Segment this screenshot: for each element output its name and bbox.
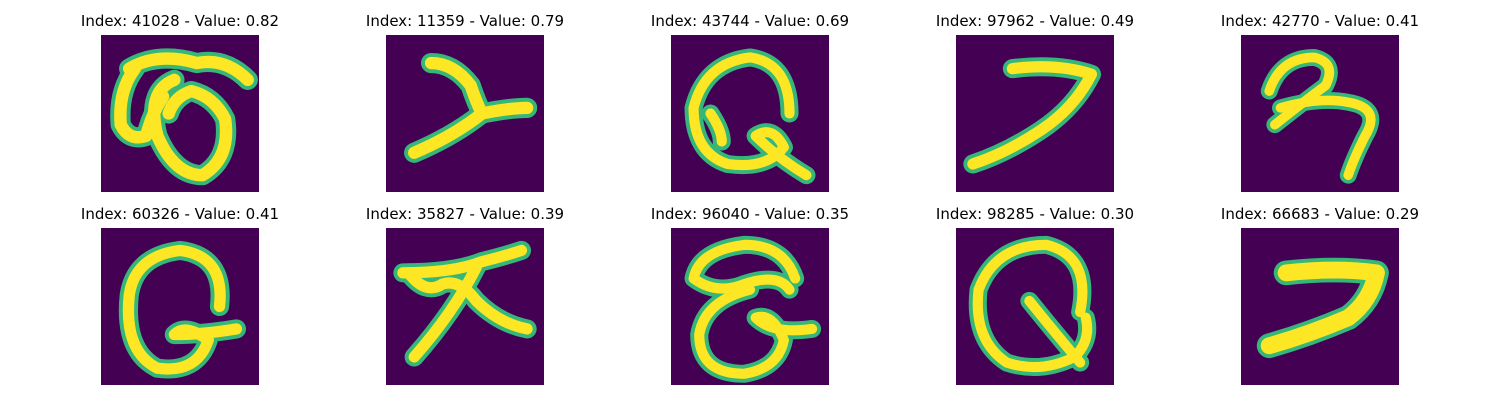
panel-4: Index: 97962 - Value: 0.49 — [915, 12, 1155, 192]
panel-title: Index: 11359 - Value: 0.79 — [365, 12, 565, 30]
panel-title: Index: 66683 - Value: 0.29 — [1220, 205, 1420, 223]
panel-title: Index: 41028 - Value: 0.82 — [80, 12, 280, 30]
digit-image-svg — [671, 35, 829, 192]
digit-image-svg — [101, 228, 259, 385]
digit-image-svg — [671, 228, 829, 385]
digit-image-svg — [101, 35, 259, 192]
panel-6: Index: 60326 - Value: 0.41 — [60, 205, 300, 385]
digit-image-svg — [386, 228, 544, 385]
panel-3: Index: 43744 - Value: 0.69 — [630, 12, 870, 192]
panel-title: Index: 60326 - Value: 0.41 — [80, 205, 280, 223]
digit-image — [101, 228, 259, 385]
digit-image — [101, 35, 259, 192]
digit-image — [956, 35, 1114, 192]
panel-title: Index: 98285 - Value: 0.30 — [935, 205, 1135, 223]
panel-9: Index: 98285 - Value: 0.30 — [915, 205, 1155, 385]
digit-image — [671, 35, 829, 192]
panel-2: Index: 11359 - Value: 0.79 — [345, 12, 585, 192]
panel-8: Index: 96040 - Value: 0.35 — [630, 205, 870, 385]
digit-image — [1241, 35, 1399, 192]
digit-image — [671, 228, 829, 385]
panel-7: Index: 35827 - Value: 0.39 — [345, 205, 585, 385]
digit-image-svg — [956, 228, 1114, 385]
digit-image-svg — [386, 35, 544, 192]
panel-10: Index: 66683 - Value: 0.29 — [1200, 205, 1440, 385]
digit-image — [1241, 228, 1399, 385]
panel-1: Index: 41028 - Value: 0.82 — [60, 12, 300, 192]
digit-image — [956, 228, 1114, 385]
panel-title: Index: 35827 - Value: 0.39 — [365, 205, 565, 223]
digit-image-svg — [1241, 35, 1399, 192]
panel-title: Index: 43744 - Value: 0.69 — [650, 12, 850, 30]
digit-image — [386, 228, 544, 385]
panel-title: Index: 42770 - Value: 0.41 — [1220, 12, 1420, 30]
digit-image-svg — [956, 35, 1114, 192]
panel-5: Index: 42770 - Value: 0.41 — [1200, 12, 1440, 192]
digit-image — [386, 35, 544, 192]
digit-image-svg — [1241, 228, 1399, 385]
panel-title: Index: 96040 - Value: 0.35 — [650, 205, 850, 223]
panel-title: Index: 97962 - Value: 0.49 — [935, 12, 1135, 30]
